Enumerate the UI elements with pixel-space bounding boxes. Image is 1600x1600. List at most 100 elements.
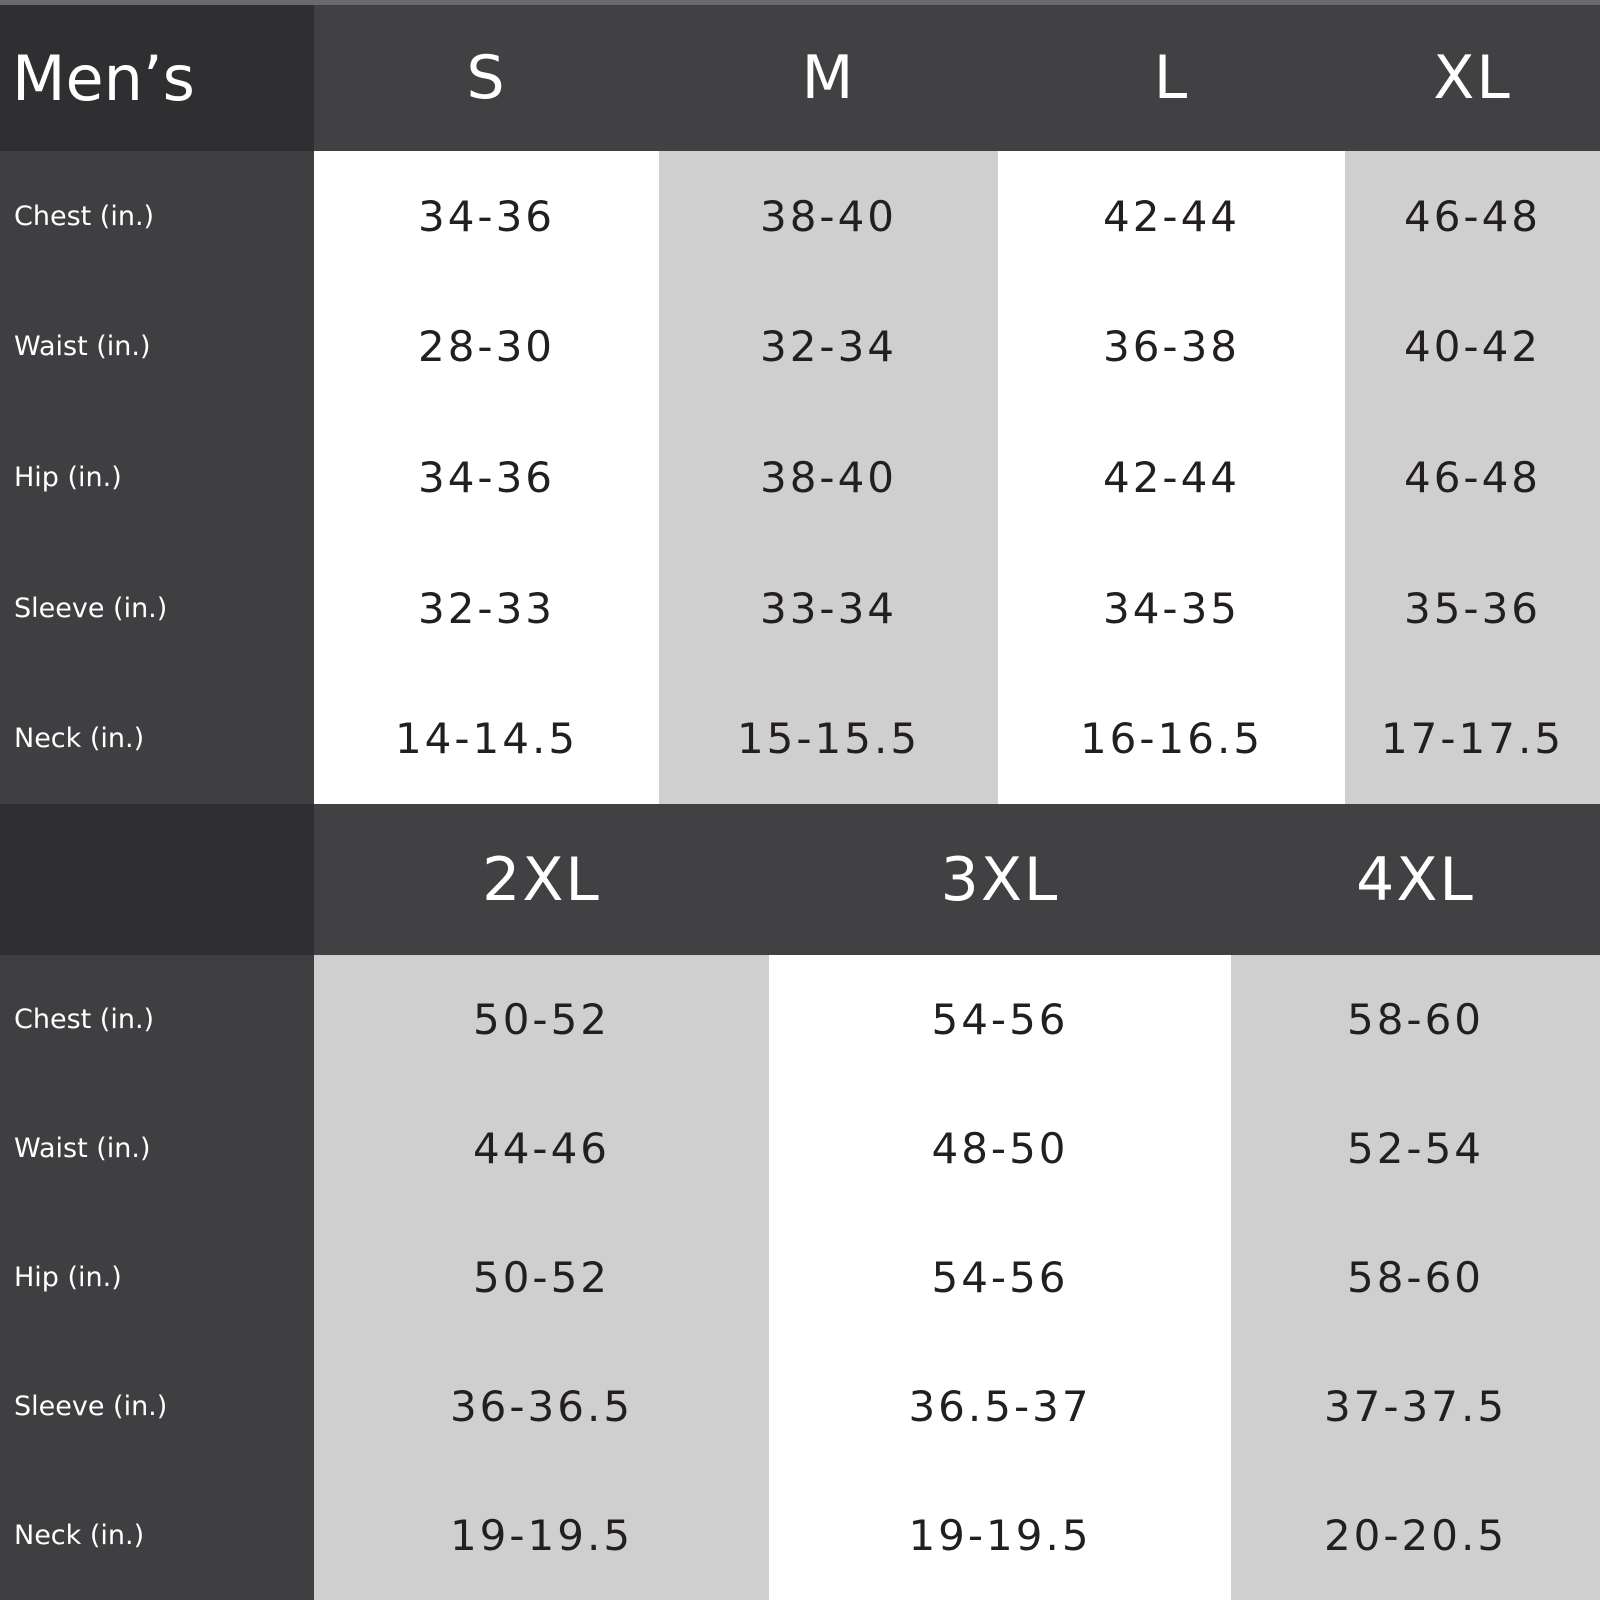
- table-cell-text: 46-48: [1403, 452, 1542, 502]
- size-header-3xl: 3XL: [769, 804, 1231, 955]
- table-cell: 36-36.5: [314, 1342, 769, 1471]
- table-cell-text: 58-60: [1346, 1253, 1485, 1302]
- row-label: Chest (in.): [0, 955, 314, 1084]
- table-cell: 58-60: [1231, 1213, 1600, 1342]
- table-cell-text: 38-40: [759, 452, 898, 502]
- size-column: [1345, 151, 1600, 804]
- row-label-text: Hip (in.): [14, 461, 122, 493]
- table-cell: 46-48: [1345, 151, 1600, 282]
- row-label-text: Waist (in.): [14, 1133, 151, 1164]
- size-header-xl: XL: [1345, 5, 1600, 151]
- table-cell: 17-17.5: [1345, 673, 1600, 804]
- table-cell: 35-36: [1345, 543, 1600, 674]
- size-header-m: M: [659, 5, 998, 151]
- table-cell: 33-34: [659, 543, 998, 674]
- table-cell: 36-38: [998, 282, 1345, 413]
- table-cell: 48-50: [769, 1084, 1231, 1213]
- chart-title: Men’s: [0, 5, 314, 151]
- table-cell: 58-60: [1231, 955, 1600, 1084]
- row-label: Sleeve (in.): [0, 1342, 314, 1471]
- row-label-text: Chest (in.): [14, 1004, 155, 1035]
- table-cell-text: 52-54: [1346, 1124, 1485, 1173]
- table-cell-text: 50-52: [472, 995, 611, 1044]
- table-cell: 42-44: [998, 412, 1345, 543]
- table-cell: 34-36: [314, 151, 659, 282]
- table-cell-text: 34-36: [417, 452, 556, 502]
- table-cell-text: 48-50: [931, 1124, 1069, 1173]
- row-label-text: Sleeve (in.): [14, 592, 168, 624]
- size-header-3xl-text: 3XL: [940, 844, 1060, 915]
- table-cell: 46-48: [1345, 412, 1600, 543]
- size-column: [998, 151, 1345, 804]
- table-cell-text: 34-35: [1102, 583, 1241, 633]
- row-label: Sleeve (in.): [0, 542, 314, 674]
- table-cell-text: 46-48: [1403, 191, 1542, 241]
- row-label: Hip (in.): [0, 412, 314, 543]
- table-cell-text: 42-44: [1102, 191, 1241, 241]
- table-cell-text: 37-37.5: [1323, 1382, 1508, 1431]
- table-cell-text: 36-36.5: [449, 1382, 634, 1431]
- table-cell: 36.5-37: [769, 1342, 1231, 1471]
- size-header-2xl-text: 2XL: [482, 844, 601, 915]
- size-header-s: S: [314, 5, 659, 151]
- table-cell-text: 38-40: [759, 191, 898, 241]
- row-label-text: Waist (in.): [14, 331, 151, 363]
- table-cell: 34-35: [998, 543, 1345, 674]
- table-cell: 54-56: [769, 955, 1231, 1084]
- table-cell-text: 19-19.5: [908, 1511, 1092, 1560]
- table-cell-text: 54-56: [931, 1253, 1069, 1302]
- size-header-l: L: [998, 5, 1345, 151]
- table-cell-text: 40-42: [1403, 322, 1542, 372]
- top-border: [0, 0, 1600, 5]
- size-column: [1231, 955, 1600, 1600]
- table-cell-text: 42-44: [1102, 452, 1241, 502]
- table-cell: 34-36: [314, 412, 659, 543]
- table-cell-text: 32-34: [759, 322, 898, 372]
- table-cell-text: 16-16.5: [1079, 714, 1264, 764]
- size-column: [314, 151, 659, 804]
- table-cell-text: 35-36: [1403, 583, 1542, 633]
- row-label-text: Neck (in.): [14, 723, 145, 755]
- table-cell-text: 32-33: [417, 583, 556, 633]
- size-header-m-text: M: [801, 43, 856, 113]
- table-cell-text: 33-34: [759, 583, 898, 633]
- row-label: Neck (in.): [0, 1471, 314, 1600]
- table-cell: 16-16.5: [998, 673, 1345, 804]
- table-cell: 50-52: [314, 955, 769, 1084]
- table-cell-text: 15-15.5: [736, 714, 921, 764]
- table-cell: 42-44: [998, 151, 1345, 282]
- table-cell: 52-54: [1231, 1084, 1600, 1213]
- size-column: [314, 955, 769, 1600]
- table-cell-text: 19-19.5: [449, 1511, 634, 1560]
- table-cell: 15-15.5: [659, 673, 998, 804]
- size-header-xl-text: XL: [1433, 43, 1512, 113]
- size-header-2xl: 2XL: [314, 804, 769, 955]
- table-cell: 44-46: [314, 1084, 769, 1213]
- table-cell-text: 58-60: [1346, 995, 1485, 1044]
- row-label: Neck (in.): [0, 673, 314, 804]
- row-label: Hip (in.): [0, 1213, 314, 1342]
- table-cell: 32-33: [314, 543, 659, 674]
- table-cell: 54-56: [769, 1213, 1231, 1342]
- size-header-l-text: L: [1153, 43, 1190, 113]
- table-cell: 38-40: [659, 151, 998, 282]
- size-column: [659, 151, 998, 804]
- table-cell-text: 17-17.5: [1380, 714, 1565, 764]
- size-header-4xl-text: 4XL: [1356, 844, 1475, 915]
- row-label: Waist (in.): [0, 281, 314, 413]
- table-cell-text: 36.5-37: [908, 1382, 1092, 1431]
- table-cell: 40-42: [1345, 282, 1600, 413]
- row-label: Waist (in.): [0, 1084, 314, 1213]
- row-label-text: Chest (in.): [14, 200, 155, 232]
- row-label-text: Sleeve (in.): [14, 1391, 168, 1422]
- row-label: Chest (in.): [0, 151, 314, 282]
- table-cell-text: 14-14.5: [394, 714, 579, 764]
- table-cell: 50-52: [314, 1213, 769, 1342]
- size-header-4xl: 4XL: [1231, 804, 1600, 955]
- table-cell: 37-37.5: [1231, 1342, 1600, 1471]
- table-cell-text: 34-36: [417, 191, 556, 241]
- row-label-text: Neck (in.): [14, 1520, 145, 1551]
- table-cell: 19-19.5: [769, 1471, 1231, 1600]
- table-cell-text: 54-56: [931, 995, 1069, 1044]
- chart-title-text: Men’s: [12, 41, 195, 115]
